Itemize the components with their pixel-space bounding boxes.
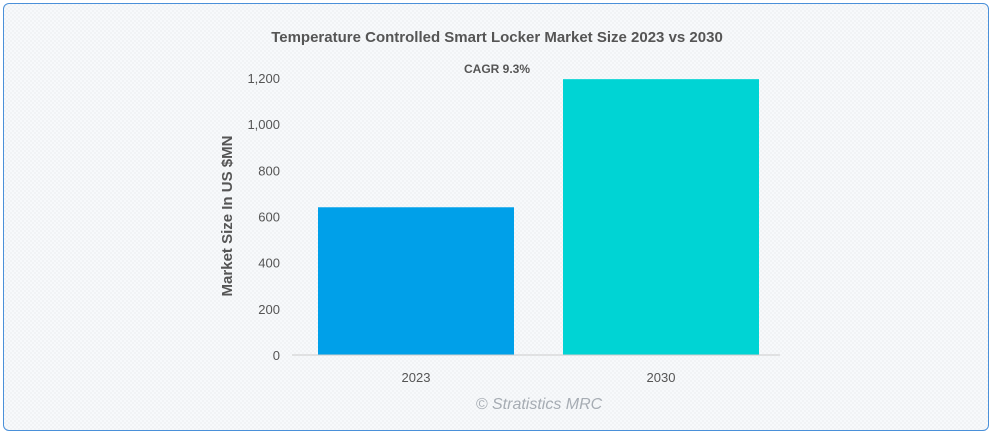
chart-title: Temperature Controlled Smart Locker Mark…: [271, 29, 723, 46]
x-tick-label-2030: 2030: [647, 370, 676, 385]
cagr-annotation: CAGR 9.3%: [464, 62, 530, 76]
y-axis: 0 200 400 600 800 1,000 1,200: [247, 71, 280, 363]
bars: [318, 79, 759, 355]
y-tick-label: 800: [258, 163, 280, 178]
y-tick-label: 0: [273, 348, 280, 363]
y-tick-label: 400: [258, 256, 280, 271]
y-tick-label: 600: [258, 210, 280, 225]
bar-2030: [563, 79, 759, 355]
y-tick-label: 1,000: [247, 117, 280, 132]
y-tick-label: 1,200: [247, 71, 280, 86]
watermark: © Stratistics MRC: [476, 396, 603, 413]
y-axis-label: Market Size In US $MN: [219, 136, 236, 297]
x-axis: 2023 2030: [402, 370, 676, 385]
y-tick-label: 200: [258, 302, 280, 317]
x-tick-label-2023: 2023: [402, 370, 431, 385]
bar-2023: [318, 207, 514, 355]
